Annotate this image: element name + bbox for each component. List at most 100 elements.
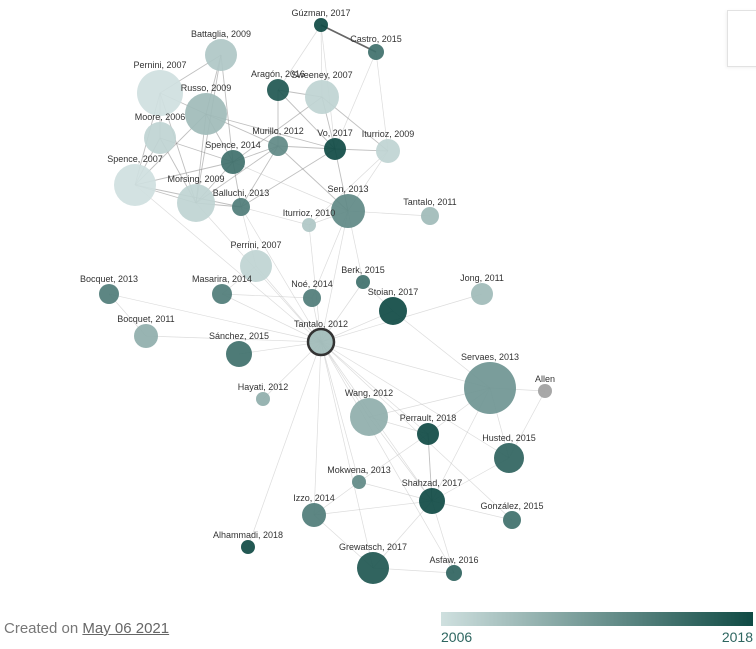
node-masarira2014[interactable] <box>212 284 232 304</box>
node-label-masarira2014: Masarira, 2014 <box>192 274 252 284</box>
node-label-vo2017: Vo, 2017 <box>317 128 353 138</box>
node-alhammadi2018[interactable] <box>241 540 255 554</box>
node-label-mokwena2013: Mokwena, 2013 <box>327 465 391 475</box>
node-spence2014[interactable] <box>221 150 245 174</box>
node-label-gonzalez2015: González, 2015 <box>480 501 543 511</box>
node-castro2015[interactable] <box>368 44 384 60</box>
node-shahzad2017[interactable] <box>419 488 445 514</box>
edge-battaglia2009-spence2014 <box>220 54 234 163</box>
node-label-sanchez2015: Sánchez, 2015 <box>209 331 269 341</box>
node-label-jong2011: Jong, 2011 <box>460 273 504 283</box>
node-label-perrini2007: Perrini, 2007 <box>230 240 281 250</box>
node-label-asfaw2016: Asfaw, 2016 <box>429 555 478 565</box>
node-perrault2018[interactable] <box>417 423 439 445</box>
node-label-sweeney2007: Sweeney, 2007 <box>291 70 352 80</box>
node-iturrioz2010[interactable] <box>302 218 316 232</box>
side-panel-toggle[interactable] <box>727 10 756 67</box>
edge-spence2007-tantalo2012 <box>134 184 322 343</box>
edge-murillo2012-balluchi2013 <box>240 145 279 208</box>
node-vo2017[interactable] <box>324 138 346 160</box>
edge-izzo2014-tantalo2012 <box>313 341 322 516</box>
node-label-battaglia2009: Battaglia, 2009 <box>191 29 251 39</box>
edge-aragon2016-vo2017 <box>277 89 336 150</box>
node-label-grewatsch2017: Grewatsch, 2017 <box>339 542 407 552</box>
node-spence2007[interactable] <box>114 164 156 206</box>
node-stoian2017[interactable] <box>379 297 407 325</box>
node-guzman2017[interactable] <box>314 18 328 32</box>
edge-russo2009-vo2017 <box>205 113 336 150</box>
node-tantalo2012[interactable] <box>306 327 336 357</box>
node-label-murillo2012: Murillo, 2012 <box>252 126 304 136</box>
node-allen[interactable] <box>538 384 552 398</box>
node-tantalo2011[interactable] <box>421 207 439 225</box>
edge-shahzad2017-izzo2014 <box>313 500 433 516</box>
node-label-iturrioz2010: Iturrioz, 2010 <box>283 208 336 218</box>
legend-max-label: 2018 <box>721 629 753 645</box>
node-label-russo2009: Russo, 2009 <box>181 83 232 93</box>
edge-guzman2017-castro2015 <box>320 24 377 53</box>
edge-vo2017-balluchi2013 <box>240 148 336 208</box>
edge-castro2015-vo2017 <box>334 51 377 150</box>
edge-grewatsch2017-tantalo2012 <box>320 341 374 569</box>
edge-castro2015-iturrioz2009 <box>375 51 389 152</box>
node-label-guzman2017: Gúzman, 2017 <box>291 8 350 18</box>
node-bocquet2011[interactable] <box>134 324 158 348</box>
node-sanchez2015[interactable] <box>226 341 252 367</box>
node-mokwena2013[interactable] <box>352 475 366 489</box>
node-label-bocquet2013: Bocquet, 2013 <box>80 274 138 284</box>
node-layer[interactable] <box>99 18 552 584</box>
node-sen2013[interactable] <box>331 194 365 228</box>
node-label-balluchi2013: Balluchi, 2013 <box>213 188 270 198</box>
edge-shahzad2017-gonzalez2015 <box>431 500 513 521</box>
year-color-legend: 2006 2018 <box>441 612 753 646</box>
node-murillo2012[interactable] <box>268 136 288 156</box>
edge-balluchi2013-tantalo2012 <box>240 206 322 343</box>
edge-bocquet2013-tantalo2012 <box>108 293 322 343</box>
node-label-castro2015: Castro, 2015 <box>350 34 402 44</box>
node-label-moore2006: Moore, 2006 <box>135 112 186 122</box>
node-label-izzo2014: Izzo, 2014 <box>293 493 335 503</box>
node-iturrioz2009[interactable] <box>376 139 400 163</box>
node-perrini2007[interactable] <box>240 250 272 282</box>
node-moore2006[interactable] <box>144 122 176 154</box>
edge-sweeney2007-spence2014 <box>232 96 323 163</box>
node-battaglia2009[interactable] <box>205 39 237 71</box>
created-on: Created on May 06 2021 <box>4 620 169 637</box>
node-asfaw2016[interactable] <box>446 565 462 581</box>
edge-iturrioz2009-iturrioz2010 <box>308 150 389 226</box>
node-russo2009[interactable] <box>185 93 227 135</box>
node-label-spence2014: Spence, 2014 <box>205 140 261 150</box>
node-berk2015[interactable] <box>356 275 370 289</box>
node-label-spence2007: Spence, 2007 <box>107 154 163 164</box>
node-izzo2014[interactable] <box>302 503 326 527</box>
node-wang2012[interactable] <box>350 398 388 436</box>
created-prefix: Created on <box>4 620 79 637</box>
node-label-servaes2013: Servaes, 2013 <box>461 352 519 362</box>
node-label-bocquet2011: Bocquet, 2011 <box>117 314 174 324</box>
node-balluchi2013[interactable] <box>232 198 250 216</box>
node-label-stoian2017: Stoian, 2017 <box>368 287 419 297</box>
citation-network-graph[interactable]: Gúzman, 2017 Castro, 2015 Battaglia, 2009 P… <box>0 0 756 600</box>
edge-noe2014-masarira2014 <box>221 293 313 299</box>
node-aragon2016[interactable] <box>267 79 289 101</box>
edge-sen2013-tantalo2012 <box>320 210 349 343</box>
node-jong2011[interactable] <box>471 283 493 305</box>
node-bocquet2013[interactable] <box>99 284 119 304</box>
edge-iturrioz2010-tantalo2012 <box>308 224 322 343</box>
node-pernini2007[interactable] <box>137 70 183 116</box>
node-label-hayati2012: Hayati, 2012 <box>238 382 289 392</box>
edge-perrault2018-tantalo2012 <box>320 341 429 435</box>
node-gonzalez2015[interactable] <box>503 511 521 529</box>
node-label-berk2015: Berk, 2015 <box>341 265 385 275</box>
node-grewatsch2017[interactable] <box>357 552 389 584</box>
edge-alhammadi2018-tantalo2012 <box>247 341 322 548</box>
node-sweeney2007[interactable] <box>305 80 339 114</box>
node-husted2015[interactable] <box>494 443 524 473</box>
node-servaes2013[interactable] <box>464 362 516 414</box>
node-noe2014[interactable] <box>303 289 321 307</box>
created-date-link[interactable]: May 06 2021 <box>82 620 170 637</box>
node-morsing2009[interactable] <box>177 184 215 222</box>
edge-guzman2017-aragon2016 <box>277 24 322 91</box>
node-hayati2012[interactable] <box>256 392 270 406</box>
edge-husted2015-tantalo2012 <box>320 341 510 459</box>
